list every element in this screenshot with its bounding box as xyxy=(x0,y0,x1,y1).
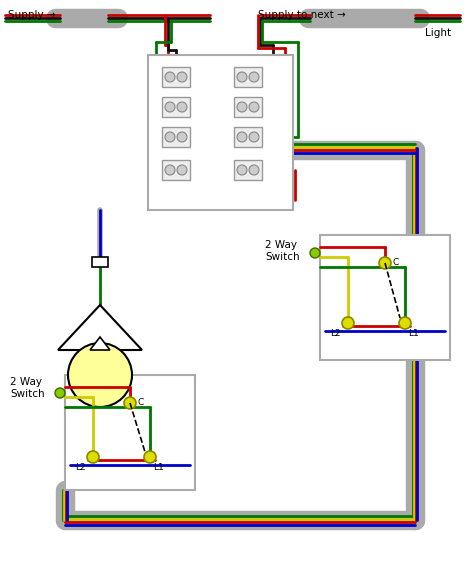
Circle shape xyxy=(177,72,187,82)
Circle shape xyxy=(165,132,175,142)
Circle shape xyxy=(165,72,175,82)
Circle shape xyxy=(342,317,354,329)
Bar xyxy=(234,97,262,117)
Bar xyxy=(162,67,190,87)
Text: Supply to next →: Supply to next → xyxy=(258,10,346,20)
Circle shape xyxy=(379,257,391,269)
Bar xyxy=(234,160,262,180)
Bar xyxy=(320,235,450,360)
Text: L2: L2 xyxy=(330,329,341,338)
Text: Light: Light xyxy=(425,28,451,38)
Bar xyxy=(92,257,108,267)
Circle shape xyxy=(237,132,247,142)
Circle shape xyxy=(87,451,99,463)
Circle shape xyxy=(237,72,247,82)
Bar xyxy=(65,375,195,490)
Circle shape xyxy=(177,165,187,175)
Bar xyxy=(162,97,190,117)
Circle shape xyxy=(237,165,247,175)
Bar xyxy=(148,55,293,210)
Circle shape xyxy=(144,451,156,463)
Circle shape xyxy=(55,388,65,398)
Circle shape xyxy=(310,248,320,258)
Text: C: C xyxy=(138,398,144,407)
Circle shape xyxy=(249,132,259,142)
Polygon shape xyxy=(58,305,142,350)
Circle shape xyxy=(249,72,259,82)
Bar xyxy=(234,67,262,87)
Text: 2 Way
Switch: 2 Way Switch xyxy=(265,240,300,262)
Text: Supply →: Supply → xyxy=(8,10,55,20)
Bar xyxy=(234,127,262,147)
Circle shape xyxy=(249,102,259,112)
Circle shape xyxy=(165,102,175,112)
Circle shape xyxy=(399,317,411,329)
Circle shape xyxy=(177,102,187,112)
Circle shape xyxy=(249,165,259,175)
Circle shape xyxy=(237,102,247,112)
Text: C: C xyxy=(393,258,399,267)
Bar xyxy=(162,127,190,147)
Circle shape xyxy=(124,397,136,409)
Bar xyxy=(162,160,190,180)
Text: 2 Way
Switch: 2 Way Switch xyxy=(10,377,45,398)
Circle shape xyxy=(165,165,175,175)
Text: L1: L1 xyxy=(408,329,419,338)
Circle shape xyxy=(68,343,132,407)
Text: L2: L2 xyxy=(75,463,86,472)
Circle shape xyxy=(177,132,187,142)
Text: L1: L1 xyxy=(153,463,164,472)
Polygon shape xyxy=(90,337,110,350)
